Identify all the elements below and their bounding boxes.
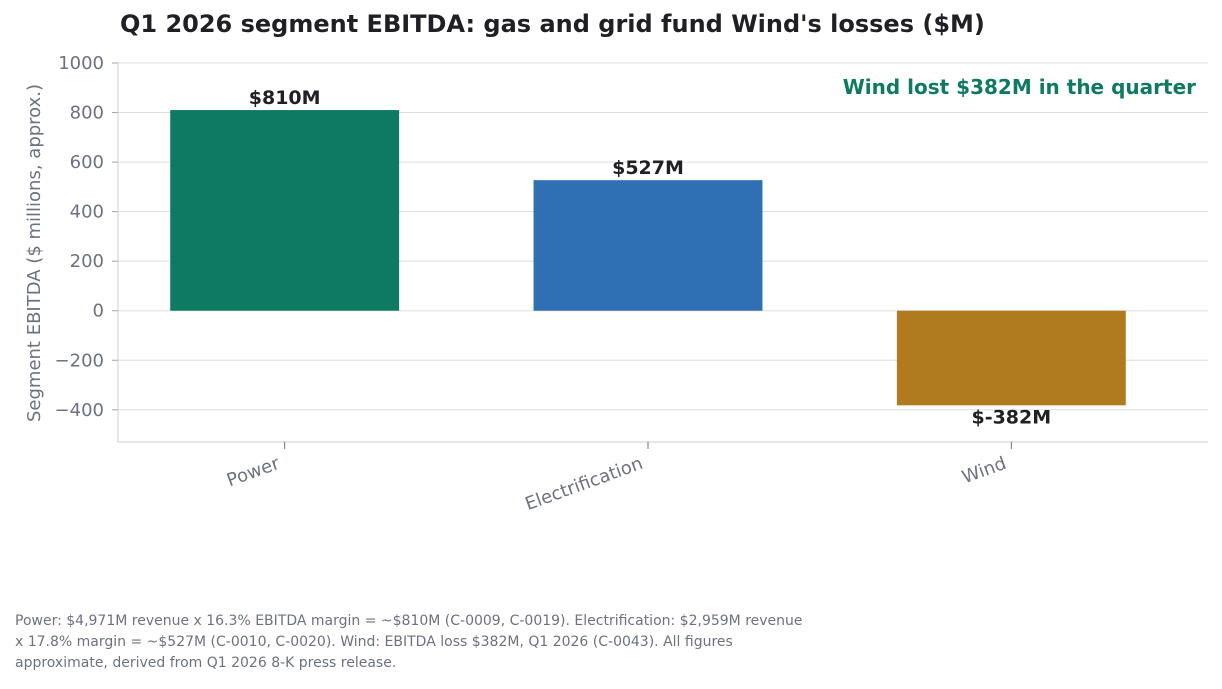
x-tick-label: Wind [959,453,1009,488]
footnote: Power: $4,971M revenue x 16.3% EBITDA ma… [15,613,803,671]
data-label: $-382M [971,406,1051,428]
x-tick-label: Power [224,453,283,492]
y-tick-label: 0 [93,301,104,322]
y-tick-label: −200 [55,350,104,371]
bar-power [170,110,400,311]
y-tick-label: 400 [70,202,104,223]
bar-wind [896,310,1126,406]
y-tick-label: 200 [70,251,104,272]
chart-annotation: Wind lost $382M in the quarter [843,75,1196,99]
y-tick-label: 1000 [58,53,104,74]
x-tick-label: Electrification [522,453,645,515]
chart-title: Q1 2026 segment EBITDA: gas and grid fun… [120,10,985,38]
y-axis-title: Segment EBITDA ($ millions, approx.) [24,84,45,422]
bar-chart: 1000 800 600 400 200 0 −200 −400 Power Electrific… [24,53,1208,515]
data-label: $527M [612,157,684,179]
y-tick-label: 800 [70,103,104,124]
y-tick-label: 600 [70,152,104,173]
data-label: $810M [249,87,321,109]
y-tick-label: −400 [55,400,104,421]
bar-electrification [533,180,763,311]
